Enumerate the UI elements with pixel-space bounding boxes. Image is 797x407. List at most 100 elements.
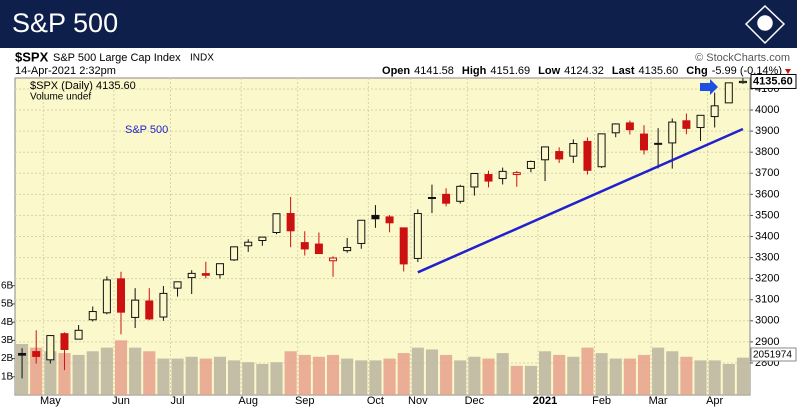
candle-body — [74, 329, 83, 340]
volume-bar — [213, 356, 227, 395]
volume-bar — [468, 356, 481, 395]
candle-body — [512, 172, 521, 176]
quote-value: 4124.32 — [564, 65, 604, 77]
candle-body — [244, 241, 253, 247]
candle-body — [46, 335, 55, 361]
x-tick-label: Sep — [295, 395, 315, 407]
volume-bar — [609, 358, 622, 395]
candle-body — [470, 172, 479, 188]
y-tick-label: 3000 — [755, 315, 779, 327]
y-tick-label: 3100 — [755, 294, 779, 306]
candle-body — [654, 142, 663, 145]
quote-value: 4141.58 — [414, 65, 454, 77]
volume-bar — [369, 360, 382, 395]
candle-body — [724, 82, 733, 104]
timestamp: 14-Apr-2021 2:32pm — [15, 65, 116, 77]
candle-body — [117, 278, 126, 313]
x-tick-label: Mar — [649, 395, 668, 407]
candle-body — [569, 143, 578, 157]
volume-bar — [44, 351, 57, 395]
volume-bar — [680, 356, 693, 395]
volume-bar — [199, 358, 212, 395]
volume-bar — [496, 353, 509, 395]
exchange: INDX — [190, 53, 214, 64]
volume-bar — [736, 357, 749, 395]
volume-tick-label: 5B — [1, 299, 14, 310]
y-tick-label: 3600 — [755, 188, 779, 200]
volume-bar — [694, 360, 707, 395]
volume-bar — [72, 354, 85, 395]
candle-body — [710, 105, 719, 118]
candle-body — [738, 80, 747, 84]
volume-bar — [30, 347, 43, 395]
volume-bar — [623, 358, 636, 395]
candle-body — [682, 120, 691, 129]
candle-body — [385, 216, 394, 224]
candle-body — [272, 213, 281, 233]
volume-bar — [58, 353, 71, 395]
candle-body — [215, 263, 224, 276]
volume-bar — [86, 351, 99, 395]
y-tick-label: 2900 — [755, 336, 779, 348]
quote: Open 4141.58 High 4151.69 Low 4124.32 Last 4135… — [382, 65, 782, 77]
y-tick-label: 3900 — [755, 125, 779, 137]
candle-body — [286, 213, 295, 232]
candle-body — [456, 185, 465, 202]
candle-body — [145, 300, 154, 320]
volume-bar — [284, 351, 297, 395]
candle-body — [583, 140, 592, 171]
volume-bar — [595, 353, 608, 395]
last-price-label: 4135.60 — [753, 75, 793, 87]
y-tick-label: 3200 — [755, 273, 779, 285]
volume-tick-label: 2B — [1, 353, 14, 364]
volume-bar — [722, 364, 735, 395]
candle-body — [201, 273, 210, 276]
candle-body — [159, 292, 168, 318]
quote-label: Low — [538, 65, 560, 77]
quote-label: Open — [382, 65, 410, 77]
volume-bar — [185, 356, 198, 395]
candle-body — [555, 151, 564, 160]
volume-bar — [482, 358, 495, 395]
volume-bar — [341, 358, 354, 395]
volume-bar — [157, 358, 170, 395]
volume-bar — [100, 347, 113, 395]
candle-body — [357, 219, 366, 244]
index-name: S&P 500 Large Cap Index — [53, 52, 181, 64]
volume-bar — [114, 340, 128, 395]
volume-bar — [171, 358, 184, 395]
volume-bar — [129, 347, 142, 395]
candle-body — [696, 114, 705, 129]
candle-body — [625, 122, 634, 131]
candle-body — [131, 299, 140, 318]
annotation: S&P 500 — [125, 124, 168, 136]
candle-body — [427, 197, 436, 200]
x-tick-label: Dec — [465, 395, 485, 407]
legend-volume: Volume undef — [30, 92, 91, 103]
x-tick-label: Jun — [112, 395, 130, 407]
volume-bar — [581, 347, 594, 395]
quote-value: -5.99 (-0.14%) — [712, 65, 782, 77]
volume-bar — [242, 362, 255, 395]
volume-bar — [143, 351, 156, 395]
volume-bar — [298, 354, 311, 395]
change-arrow — [785, 69, 791, 74]
candle-body — [300, 242, 309, 250]
symbol: $SPX — [15, 49, 49, 64]
volume-bar — [270, 362, 283, 395]
volume-bar — [510, 365, 523, 395]
candle-body — [187, 272, 196, 279]
candle-body — [541, 146, 550, 161]
volume-tick-label: 6B — [1, 280, 14, 291]
volume-tick-label: 1B — [1, 371, 14, 382]
volume-bar — [524, 365, 537, 395]
candle-body — [102, 279, 111, 314]
candle-body — [484, 174, 493, 182]
trendline — [417, 127, 744, 274]
x-tick-label: Jul — [171, 395, 185, 407]
y-tick-label: 3700 — [755, 167, 779, 179]
candle-body — [230, 246, 239, 261]
x-tick-label: Aug — [238, 395, 258, 407]
x-tick-label: Oct — [367, 395, 384, 407]
